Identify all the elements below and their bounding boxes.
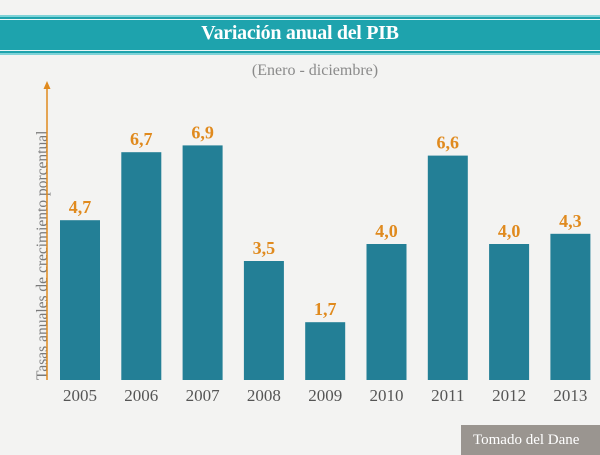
bar-2009 [305, 322, 346, 380]
bar-2011 [427, 155, 468, 380]
value-label-2011: 6,6 [437, 133, 460, 153]
bar-2008 [243, 261, 284, 380]
x-tick-label-2006: 2006 [124, 386, 158, 405]
bar-2012 [489, 244, 530, 380]
value-label-2006: 6,7 [130, 129, 153, 149]
bar-2005 [60, 220, 100, 380]
value-label-2013: 4,3 [559, 211, 582, 231]
x-tick-label-2012: 2012 [492, 386, 526, 405]
bars-group [60, 145, 591, 380]
value-label-2010: 4,0 [375, 221, 398, 241]
x-tick-label-2005: 2005 [63, 386, 97, 405]
value-label-2005: 4,7 [69, 197, 92, 217]
x-tick-label-2013: 2013 [553, 386, 587, 405]
bar-2013 [550, 233, 591, 380]
title-band-line-top [0, 19, 600, 20]
value-labels-group: 4,7 6,7 6,9 3,5 1,7 4,0 6,6 4,0 4,3 [69, 122, 582, 319]
x-tick-label-2011: 2011 [431, 386, 464, 405]
chart-title: Variación anual del PIB [201, 22, 399, 44]
bar-2006 [121, 152, 162, 380]
source-badge: Tomado del Dane [461, 425, 600, 455]
x-tick-label-2010: 2010 [370, 386, 404, 405]
chart-subtitle: (Enero - diciembre) [251, 62, 379, 79]
bar-2007 [182, 145, 223, 380]
x-tick-label-2008: 2008 [247, 386, 281, 405]
title-band-line-bottom [0, 50, 600, 51]
value-label-2012: 4,0 [498, 221, 521, 241]
y-axis-arrowhead [43, 81, 51, 89]
x-tick-label-2009: 2009 [308, 386, 342, 405]
title-band [0, 15, 600, 55]
value-label-2007: 6,9 [191, 122, 214, 142]
x-tick-labels-group: 2005 2006 2007 2008 2009 2010 2011 2012 2013 [63, 386, 587, 405]
bar-2010 [366, 244, 407, 380]
value-label-2008: 3,5 [253, 238, 276, 258]
value-label-2009: 1,7 [314, 299, 337, 319]
y-axis-arrow [43, 81, 51, 380]
x-tick-label-2007: 2007 [186, 386, 221, 405]
